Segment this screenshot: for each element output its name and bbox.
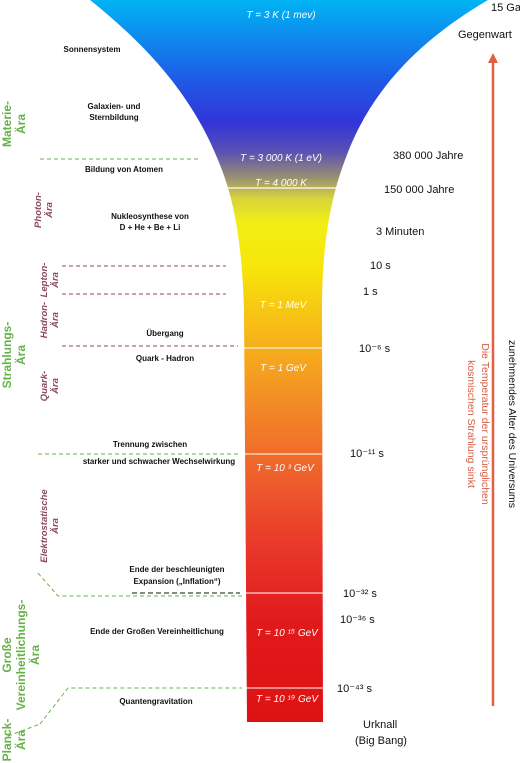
temp-label: T = 3 K (1 mev) bbox=[246, 10, 315, 21]
time-label: 10⁻³⁶ s bbox=[340, 614, 375, 626]
svg-text:Ära: Ära bbox=[13, 114, 28, 134]
event-label: Expansion („Inflation“) bbox=[133, 577, 220, 586]
time-label: Gegenwart bbox=[458, 29, 512, 41]
temp-label: T = 3 000 K (1 eV) bbox=[240, 153, 322, 164]
svg-text:Ära: Ära bbox=[13, 730, 28, 750]
arrow-caption-temp-2: kosmischen Strahlung sinkt bbox=[465, 360, 477, 488]
time-label: 1 s bbox=[363, 286, 378, 298]
arrow-caption-age: zunehmendes Alter des Universums bbox=[506, 340, 518, 508]
time-label: (Big Bang) bbox=[355, 735, 407, 747]
event-label: Übergang bbox=[146, 329, 183, 338]
event-label: Galaxien- und bbox=[88, 102, 141, 111]
event-label: starker und schwacher Wechselwirkung bbox=[83, 457, 235, 466]
event-label: Nukleosynthese von bbox=[111, 212, 189, 221]
svg-text:Vereinheitlichungs-: Vereinheitlichungs- bbox=[14, 600, 28, 711]
era-hadron: Hadron- Ära bbox=[39, 302, 61, 338]
era-grosse-vereinheitlichung: Große Vereinheitlichungs- Ära bbox=[0, 600, 42, 711]
era-strahlung: Strahlungs- Ära bbox=[0, 322, 28, 389]
svg-text:Planck-: Planck- bbox=[0, 719, 14, 762]
time-label: 15 Ga bbox=[491, 2, 520, 14]
temp-label: T = 10 ¹⁵ GeV bbox=[256, 628, 319, 639]
era-elektrostatisch: Elektrostatische Ära bbox=[39, 489, 61, 563]
svg-text:Materie-: Materie- bbox=[0, 101, 14, 147]
svg-text:Ära: Ära bbox=[50, 272, 61, 289]
temp-label: T = 10 ³ GeV bbox=[256, 463, 315, 474]
era-lepton: Lepton- Ära bbox=[39, 263, 61, 298]
svg-text:Quark-: Quark- bbox=[39, 371, 50, 402]
svg-text:Ära: Ära bbox=[44, 202, 55, 219]
time-label: 150 000 Jahre bbox=[384, 184, 454, 196]
temp-label: T = 1 GeV bbox=[260, 363, 307, 374]
svg-text:Ära: Ära bbox=[27, 645, 42, 665]
event-label: Quantengravitation bbox=[119, 697, 192, 706]
temp-label: T = 1 MeV bbox=[260, 300, 308, 311]
time-label: 3 Minuten bbox=[376, 226, 424, 238]
time-label: 10⁻³² s bbox=[343, 588, 377, 600]
era-materie: Materie- Ära bbox=[0, 101, 28, 147]
svg-text:Lepton-: Lepton- bbox=[39, 263, 50, 298]
event-label: Ende der beschleunigten bbox=[129, 565, 224, 574]
event-label: Quark - Hadron bbox=[136, 354, 194, 363]
cosmic-funnel bbox=[90, 0, 488, 722]
era-quark: Quark- Ära bbox=[39, 371, 61, 402]
svg-text:Ära: Ära bbox=[50, 518, 61, 535]
era-boundaries-green bbox=[7, 158, 242, 737]
svg-text:Ära: Ära bbox=[13, 345, 28, 365]
time-label: 380 000 Jahre bbox=[393, 150, 463, 162]
svg-text:Photon-: Photon- bbox=[33, 192, 44, 228]
time-label: 10⁻⁶ s bbox=[359, 343, 391, 355]
svg-text:Große: Große bbox=[0, 637, 14, 673]
arrow-caption-temp-1: Die Temperatur der ursprünglichen bbox=[479, 343, 491, 505]
svg-text:Hadron-: Hadron- bbox=[39, 302, 50, 338]
era-photon: Photon- Ära bbox=[33, 192, 55, 228]
time-label: 10 s bbox=[370, 260, 391, 272]
time-label: 10⁻⁴³ s bbox=[337, 683, 372, 695]
temp-label: T = 10 ¹⁹ GeV bbox=[256, 694, 319, 705]
era-planck: Planck- Ära bbox=[0, 719, 28, 762]
svg-text:Strahlungs-: Strahlungs- bbox=[0, 322, 14, 389]
svg-text:Ära: Ära bbox=[50, 312, 61, 329]
time-label: 10⁻¹¹ s bbox=[350, 448, 384, 460]
temp-label: T = 4 000 K bbox=[255, 178, 308, 189]
time-label: Urknall bbox=[363, 719, 397, 731]
svg-text:Ära: Ära bbox=[50, 378, 61, 395]
era-boundaries-purple bbox=[62, 265, 238, 347]
event-label: Trennung zwischen bbox=[113, 440, 187, 449]
event-label: Bildung von Atomen bbox=[85, 165, 163, 174]
event-label: D + He + Be + Li bbox=[120, 223, 181, 232]
event-label: Sonnensystem bbox=[64, 45, 121, 54]
svg-text:Elektrostatische: Elektrostatische bbox=[39, 489, 50, 563]
event-label: Ende der Großen Vereinheitlichung bbox=[90, 627, 224, 636]
event-label: Sternbildung bbox=[89, 113, 138, 122]
